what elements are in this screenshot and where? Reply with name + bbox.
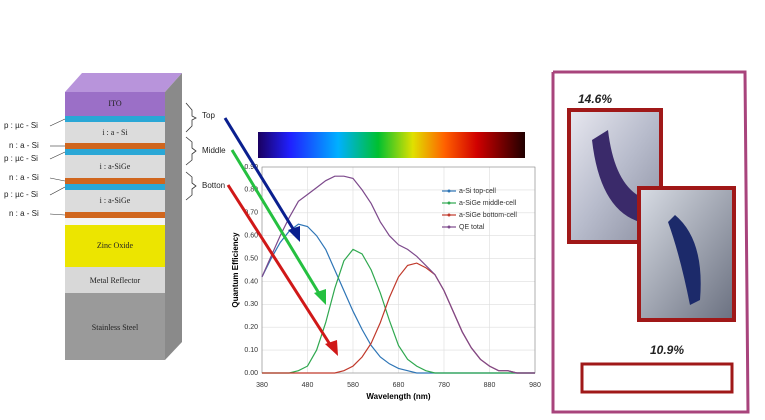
legend-label: a-Si top-cell xyxy=(459,188,496,195)
layer xyxy=(65,267,165,293)
x-tick-label: 980 xyxy=(529,382,541,389)
side-label: n : a - Si xyxy=(9,173,39,182)
layer xyxy=(65,122,165,143)
side-label: n : a - Si xyxy=(9,141,39,150)
x-tick-label: 580 xyxy=(347,382,359,389)
photo-panel: 14.6% 10.9% xyxy=(551,70,750,414)
layer-label: ITO xyxy=(108,99,121,108)
photo-box xyxy=(580,362,734,394)
x-tick-label: 680 xyxy=(393,382,405,389)
chart: 0.00 0.10 0.20 0.30 0.40 0.50 0.60 0.70 0.80 0.90… xyxy=(231,164,541,401)
efficiency-label: 14.6% xyxy=(578,92,612,106)
side-label: p : µc - Si xyxy=(4,121,38,130)
layer xyxy=(65,212,165,218)
layer-label: i : a-SiGe xyxy=(100,196,131,205)
y-tick-label: 0.00 xyxy=(244,370,258,377)
photo-detail xyxy=(668,215,701,305)
layer xyxy=(65,143,165,149)
x-tick-label: 480 xyxy=(302,382,314,389)
y-tick-label: 0.90 xyxy=(244,164,258,171)
layer xyxy=(65,116,165,122)
y-tick-label: 0.10 xyxy=(244,347,258,354)
series-line xyxy=(262,248,535,374)
cell-label: Top xyxy=(202,111,215,120)
photo-detail xyxy=(592,130,648,222)
y-tick-label: 0.20 xyxy=(244,324,258,331)
layer xyxy=(65,190,165,212)
layer xyxy=(65,184,165,190)
efficiency-label: 10.9% xyxy=(650,343,684,357)
plot-frame xyxy=(261,166,536,374)
arrows xyxy=(223,117,338,356)
cell-label: Botton xyxy=(202,181,225,190)
layer xyxy=(65,149,165,155)
y-tick-label: 0.60 xyxy=(244,233,258,240)
layer-label: Zinc Oxide xyxy=(97,241,134,250)
leader-lines xyxy=(49,118,66,216)
spectrum-bar xyxy=(258,132,525,158)
brackets xyxy=(185,102,197,201)
layer xyxy=(65,293,165,360)
series-line xyxy=(261,175,535,374)
x-tick-label: 880 xyxy=(484,382,496,389)
legend-marker xyxy=(447,189,451,193)
layer xyxy=(65,225,165,267)
cell-label: Middle xyxy=(202,146,226,155)
y-tick-label: 0.40 xyxy=(244,278,258,285)
layer xyxy=(65,178,165,184)
layer xyxy=(65,92,165,116)
y-tick-label: 0.70 xyxy=(244,210,258,217)
layer-label: i : a-SiGe xyxy=(100,162,131,171)
legend-label: QE total xyxy=(459,224,485,231)
layer-label: Metal Reflector xyxy=(90,276,141,285)
legend-marker xyxy=(447,213,451,217)
side-label: p : µc - Si xyxy=(4,190,38,199)
legend-marker xyxy=(447,201,451,205)
x-tick-label: 380 xyxy=(256,382,268,389)
side-label: p : µc - Si xyxy=(4,154,38,163)
layer-label: i : a - Si xyxy=(102,128,128,137)
layer xyxy=(65,218,165,225)
x-tick-label: 780 xyxy=(438,382,450,389)
layer-stack: ITO i : a - Si i : a-SiGe i : a-SiGe Zin… xyxy=(4,73,226,360)
side-label: n : a - Si xyxy=(9,209,39,218)
side-face xyxy=(165,73,182,360)
y-tick-label: 0.80 xyxy=(244,187,258,194)
y-axis-label: Quantum Efficiency xyxy=(231,232,240,308)
legend-marker xyxy=(447,225,451,229)
top-face xyxy=(65,73,182,92)
y-tick-label: 0.30 xyxy=(244,301,258,308)
legend-label: a-SiGe middle-cell xyxy=(459,200,517,207)
legend-label: a-SiGe bottom-cell xyxy=(459,212,517,219)
panel-frame xyxy=(551,70,750,414)
layer xyxy=(65,155,165,178)
x-axis-label: Wavelength (nm) xyxy=(366,392,430,401)
layer-label: Stainless Steel xyxy=(92,323,139,332)
y-tick-label: 0.50 xyxy=(244,255,258,262)
